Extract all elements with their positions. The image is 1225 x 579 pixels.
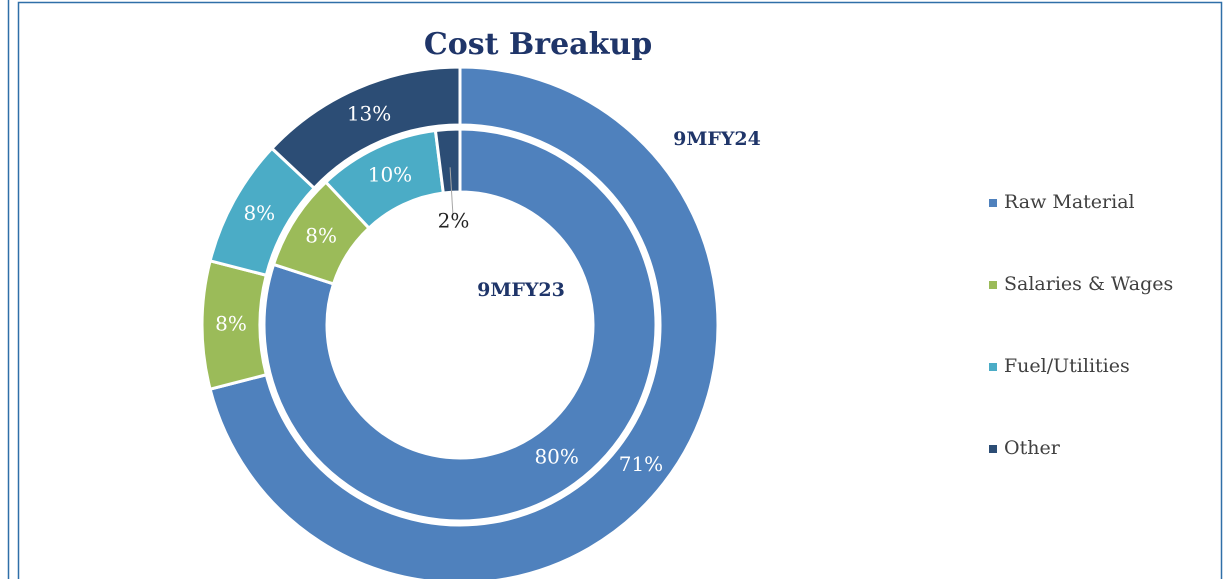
data-label: 8% — [243, 201, 275, 225]
legend-label: Salaries & Wages — [1004, 273, 1173, 295]
data-label: 10% — [368, 163, 412, 187]
ring-segment — [433, 127, 462, 195]
data-label: 2% — [438, 209, 470, 233]
leader-line — [449, 167, 454, 216]
frame — [17, 1, 1223, 579]
legend-swatch — [989, 445, 997, 453]
ring-segment — [208, 65, 720, 579]
legend-label: Other — [1004, 437, 1061, 459]
chart-title: Cost Breakup — [424, 27, 652, 62]
rings: 80% 8% 10% 2% 71% 8% 8% 13% 9MFY23 9MFY24 — [200, 65, 761, 579]
data-label: 80% — [534, 445, 578, 469]
data-label: 13% — [347, 101, 391, 125]
legend-swatch — [989, 199, 997, 207]
series-label: 9MFY23 — [477, 279, 565, 301]
legend-swatch — [989, 281, 997, 289]
data-label: 71% — [619, 452, 663, 476]
data-label: 8% — [305, 223, 337, 247]
legend-label: Fuel/Utilities — [1004, 355, 1130, 377]
ring-segment — [269, 65, 462, 191]
legend: Raw Material Salaries & Wages Fuel/Utiliti… — [989, 191, 1173, 459]
data-label: 8% — [215, 312, 247, 336]
ring-segment — [262, 127, 658, 523]
legend-label: Raw Material — [1004, 191, 1135, 213]
legend-swatch — [989, 363, 997, 371]
series-label: 9MFY24 — [673, 128, 761, 150]
